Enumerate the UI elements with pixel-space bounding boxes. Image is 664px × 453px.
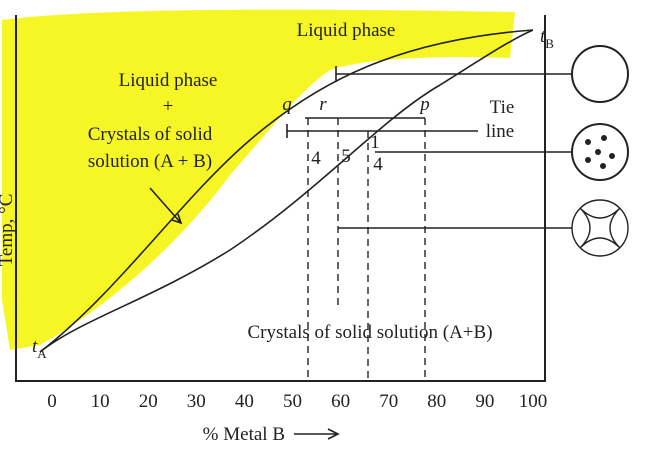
solid-icon (571, 199, 629, 257)
lever-label: 4 (373, 154, 383, 175)
lever-label: 4 (311, 148, 321, 169)
x-axis-arrow (294, 428, 340, 440)
x-tick-label: 60 (331, 391, 350, 412)
region-label: Crystals of solid (88, 124, 213, 145)
point-label: r (319, 94, 327, 115)
x-tick-label: 50 (283, 391, 302, 412)
x-tick-label: 30 (187, 391, 206, 412)
point-label: q (282, 94, 292, 115)
x-tick-label: 100 (519, 391, 548, 412)
mixed-icon (571, 123, 629, 181)
x-tick-label: 80 (427, 391, 446, 412)
x-tick-label: 10 (91, 391, 110, 412)
x-axis-label: % Metal B (203, 424, 285, 445)
liquid-icon (571, 45, 629, 103)
x-tick-label: 0 (47, 391, 57, 412)
liquid-label: Liquid phase (297, 20, 396, 41)
x-tick-label: 90 (475, 391, 494, 412)
solidus-curve (39, 29, 534, 353)
lever-label: 5 (341, 146, 351, 167)
arrow (149, 187, 183, 225)
lever-label: 1 (370, 132, 380, 153)
highlight (2, 9, 515, 351)
tie-label: line (486, 121, 515, 142)
solid-label: Crystals of solid solution (A+B) (247, 322, 492, 343)
region-label: Liquid phase (119, 70, 218, 91)
axes (15, 15, 546, 382)
x-tick-label: 20 (139, 391, 158, 412)
point-label: p (418, 94, 430, 115)
t-b: tB (540, 26, 554, 51)
x-tick-label: 40 (235, 391, 254, 412)
region-label: solution (A + B) (88, 151, 212, 172)
y-axis-label: Temp, °C (0, 194, 17, 267)
t-a: tA (32, 336, 47, 361)
tie-label: Tie (490, 97, 515, 118)
region-label: + (163, 96, 174, 117)
x-tick-label: 70 (379, 391, 398, 412)
liquidus-curve (39, 29, 534, 353)
